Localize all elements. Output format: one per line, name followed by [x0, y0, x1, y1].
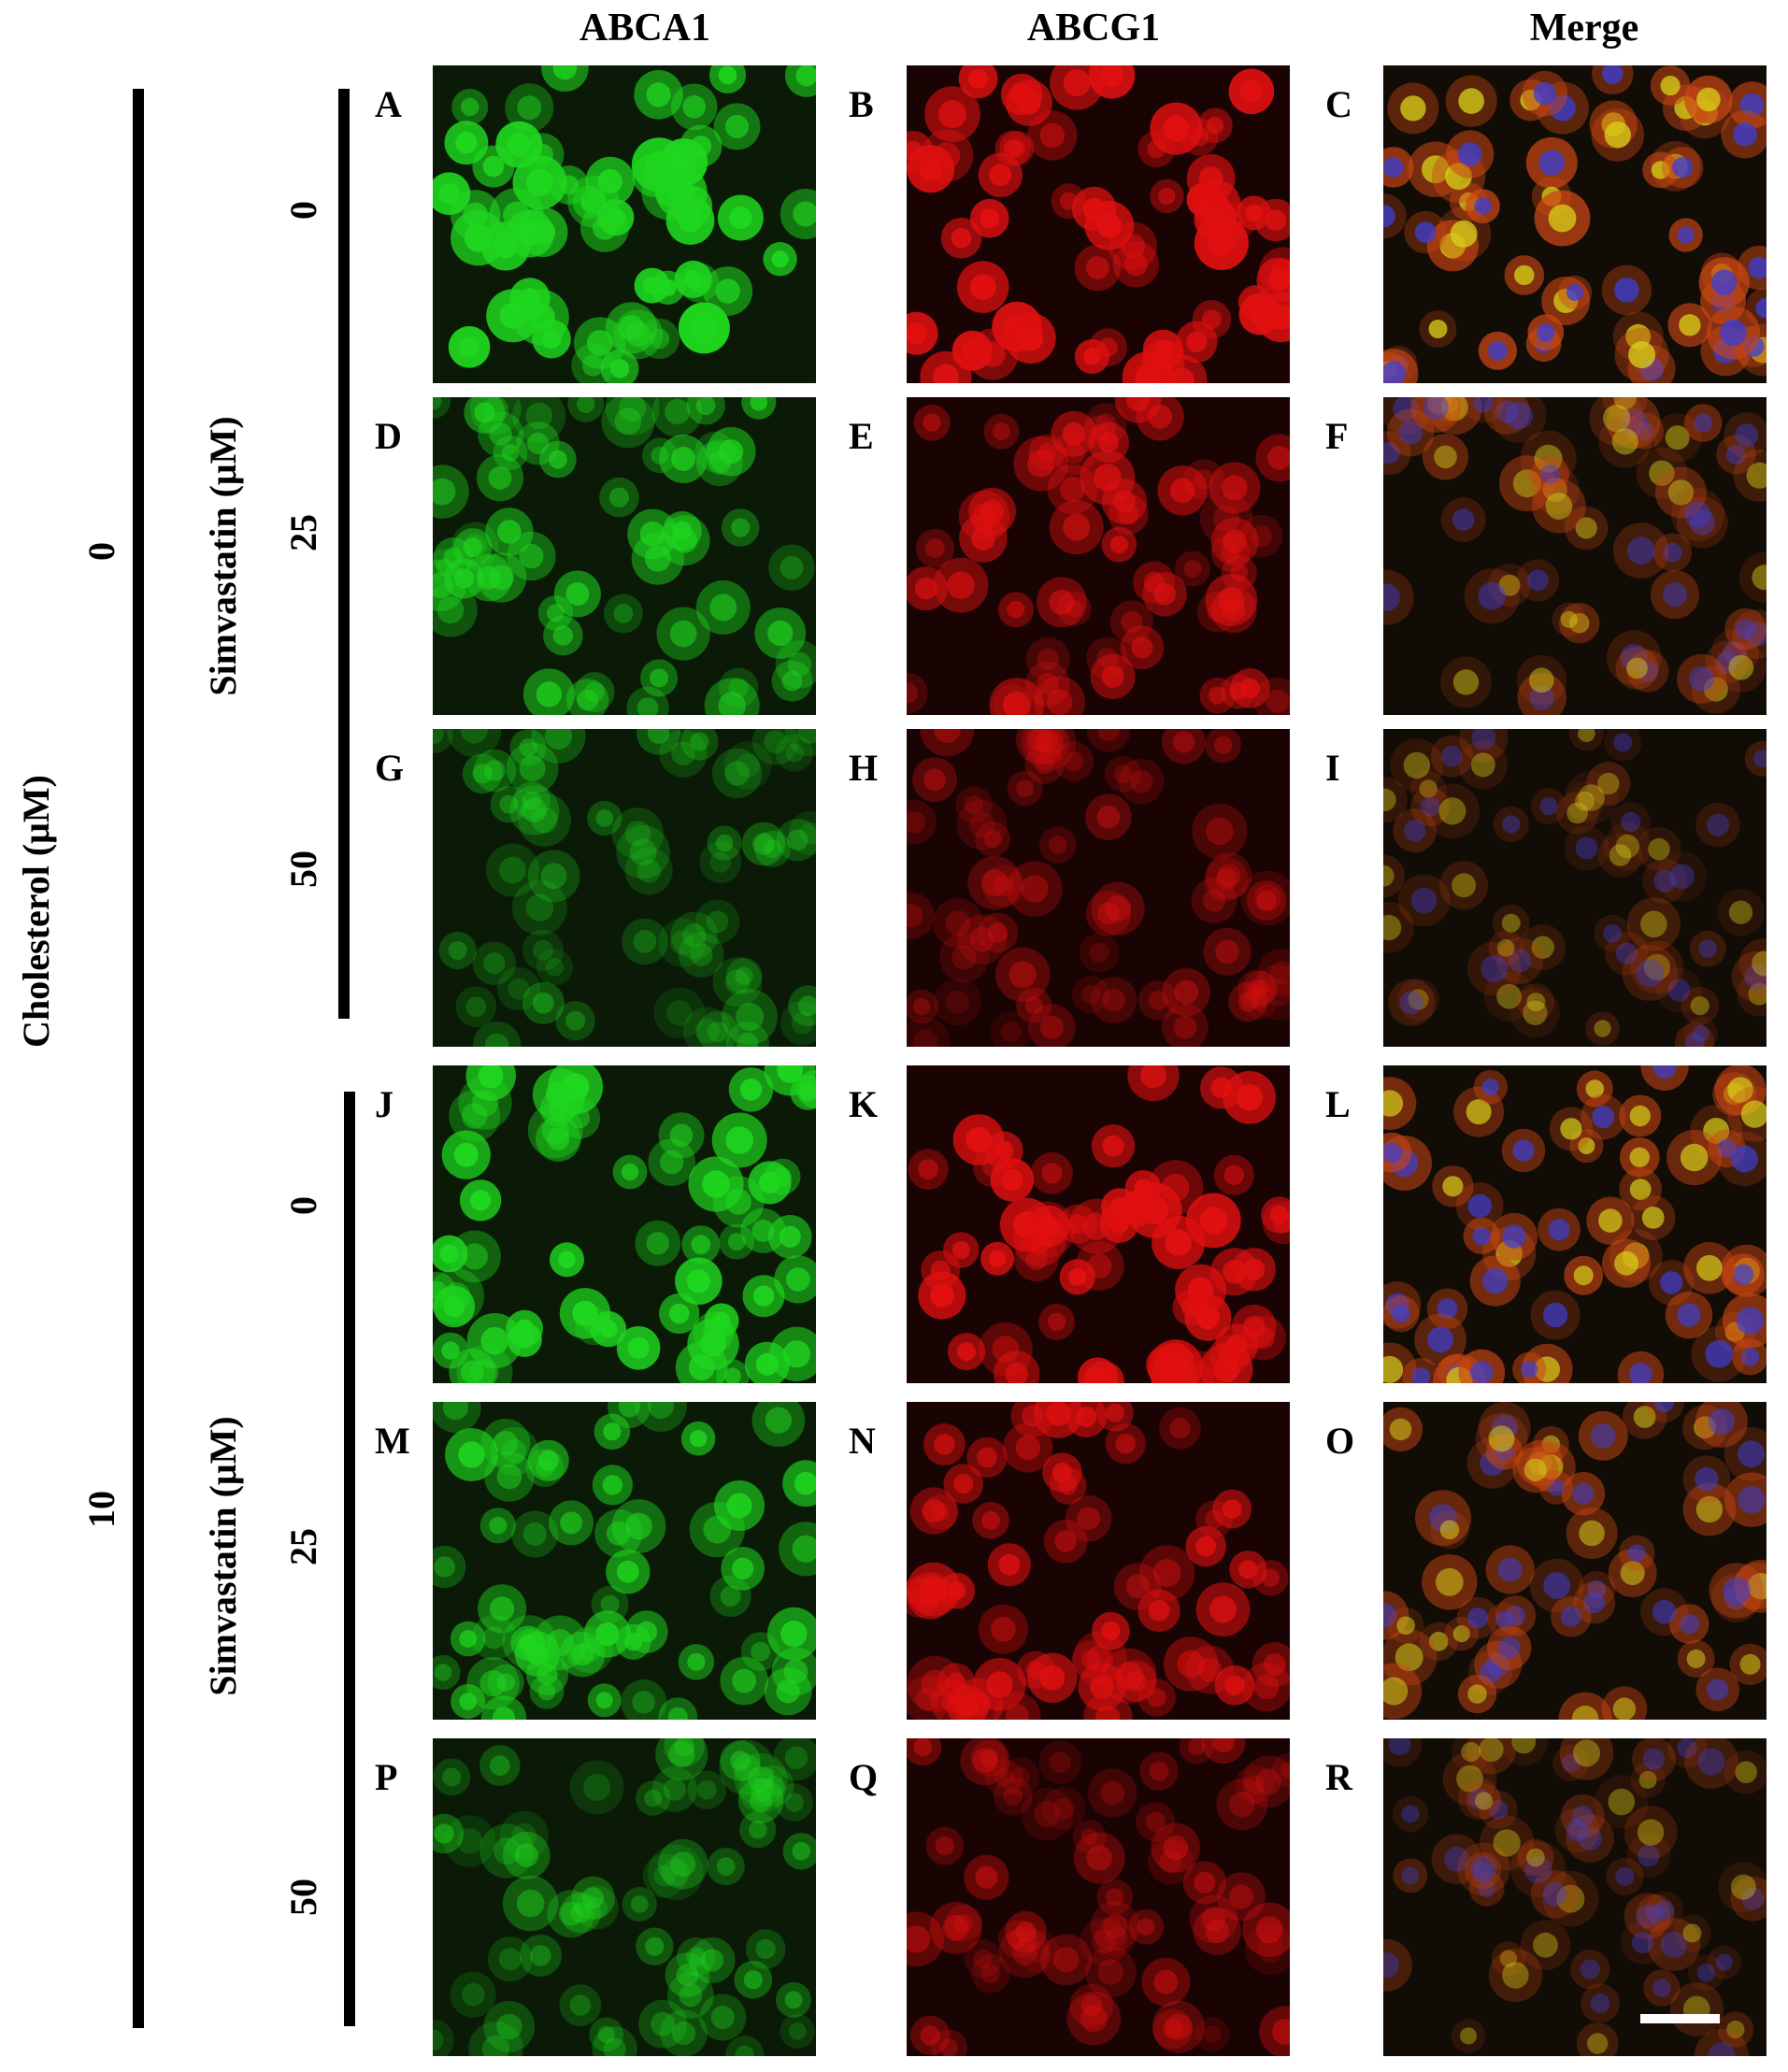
panel-letter-d: D — [375, 415, 402, 457]
micrograph-panel-i — [1383, 729, 1767, 1047]
panel-letter-q: Q — [849, 1756, 879, 1798]
micrograph-panel-p — [433, 1738, 816, 2056]
panel-letter-o: O — [1325, 1420, 1355, 1462]
simvastatin-level-row4: 0 — [282, 1196, 324, 1215]
panel-letter-h: H — [849, 747, 879, 789]
micrograph-panel-b — [907, 65, 1290, 383]
simvastatin-level-row3: 50 — [282, 850, 324, 888]
panel-letter-e: E — [849, 415, 874, 457]
micrograph-panel-l — [1383, 1065, 1767, 1383]
simvastatin-level-row2: 25 — [282, 514, 324, 551]
column-header-abca1: ABCA1 — [579, 7, 710, 50]
panel-letter-p: P — [375, 1756, 398, 1798]
micrograph-panel-a — [433, 65, 816, 383]
scale-bar — [1640, 2014, 1720, 2023]
micrograph-panel-h — [907, 729, 1290, 1047]
simvastatin-group-bar-top — [338, 89, 350, 1019]
cholesterol-group-bar — [133, 89, 144, 2028]
micrograph-panel-n — [907, 1402, 1290, 1720]
cholesterol-axis-label: Cholesterol (μM) — [15, 775, 57, 1048]
micrograph-panel-m — [433, 1402, 816, 1720]
cholesterol-level-0: 0 — [80, 542, 122, 561]
simvastatin-axis-label-bottom: Simvastatin (μM) — [202, 1416, 244, 1696]
panel-letter-b: B — [849, 83, 874, 125]
panel-letter-g: G — [375, 747, 405, 789]
panel-letter-i: I — [1325, 747, 1340, 789]
column-header-merge: Merge — [1529, 7, 1639, 50]
micrograph-panel-d — [433, 397, 816, 715]
micrograph-panel-r — [1383, 1738, 1767, 2056]
panel-letter-m: M — [375, 1420, 410, 1462]
panel-letter-l: L — [1325, 1083, 1351, 1125]
micrograph-panel-c — [1383, 65, 1767, 383]
micrograph-panel-o — [1383, 1402, 1767, 1720]
panel-letter-k: K — [849, 1083, 879, 1125]
micrograph-panel-e — [907, 397, 1290, 715]
panel-letter-r: R — [1325, 1756, 1352, 1798]
column-header-abcg1: ABCG1 — [1026, 7, 1161, 50]
cholesterol-level-10: 10 — [80, 1491, 122, 1528]
panel-letter-c: C — [1325, 83, 1352, 125]
panel-letter-j: J — [375, 1083, 393, 1125]
micrograph-panel-k — [907, 1065, 1290, 1383]
micrograph-panel-q — [907, 1738, 1290, 2056]
micrograph-panel-g — [433, 729, 816, 1047]
panel-letter-f: F — [1325, 415, 1349, 457]
micrograph-panel-j — [433, 1065, 816, 1383]
micrograph-panel-f — [1383, 397, 1767, 715]
simvastatin-group-bar-bottom — [344, 1092, 355, 2026]
panel-letter-n: N — [849, 1420, 876, 1462]
panel-letter-a: A — [375, 83, 402, 125]
simvastatin-level-row6: 50 — [282, 1879, 324, 1916]
simvastatin-axis-label-top: Simvastatin (μM) — [202, 416, 244, 696]
simvastatin-level-row1: 0 — [282, 201, 324, 220]
simvastatin-level-row5: 25 — [282, 1528, 324, 1565]
